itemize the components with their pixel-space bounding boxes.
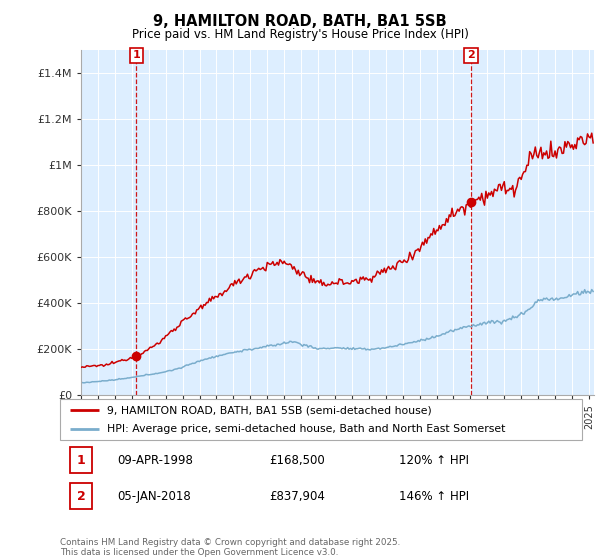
Text: 9, HAMILTON ROAD, BATH, BA1 5SB: 9, HAMILTON ROAD, BATH, BA1 5SB xyxy=(153,14,447,29)
Text: 9, HAMILTON ROAD, BATH, BA1 5SB (semi-detached house): 9, HAMILTON ROAD, BATH, BA1 5SB (semi-de… xyxy=(107,405,432,415)
Text: 2: 2 xyxy=(77,489,85,502)
Text: Price paid vs. HM Land Registry's House Price Index (HPI): Price paid vs. HM Land Registry's House … xyxy=(131,28,469,41)
Text: 1: 1 xyxy=(77,454,85,467)
Text: Contains HM Land Registry data © Crown copyright and database right 2025.
This d: Contains HM Land Registry data © Crown c… xyxy=(60,538,400,557)
Bar xyxy=(70,483,92,509)
Text: 09-APR-1998: 09-APR-1998 xyxy=(118,454,193,467)
Text: 05-JAN-2018: 05-JAN-2018 xyxy=(118,489,191,502)
Bar xyxy=(70,447,92,473)
Text: £168,500: £168,500 xyxy=(269,454,325,467)
Text: 120% ↑ HPI: 120% ↑ HPI xyxy=(400,454,469,467)
Text: 146% ↑ HPI: 146% ↑ HPI xyxy=(400,489,469,502)
Text: £837,904: £837,904 xyxy=(269,489,325,502)
Text: 2: 2 xyxy=(467,50,475,60)
Text: 1: 1 xyxy=(133,50,140,60)
Text: HPI: Average price, semi-detached house, Bath and North East Somerset: HPI: Average price, semi-detached house,… xyxy=(107,424,505,433)
